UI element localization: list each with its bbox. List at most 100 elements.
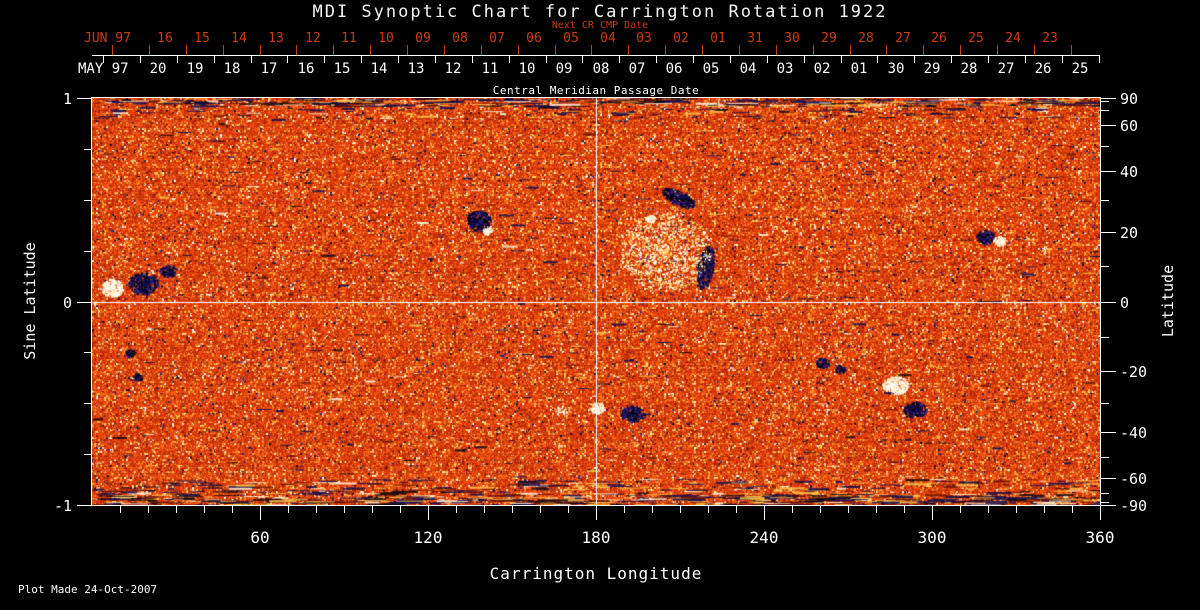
- cmp-tick: [214, 56, 215, 63]
- x-minor-tick: [512, 506, 513, 513]
- next-cr-tick: [518, 45, 519, 55]
- x-minor-tick: [820, 506, 821, 513]
- y-right-tick-label: -20: [1120, 363, 1148, 381]
- y-right-major-tick: [1101, 302, 1116, 303]
- y-right-major-tick: [1101, 432, 1116, 433]
- cmp-day-label: 06: [665, 61, 683, 77]
- y-left-minor-tick: [84, 454, 92, 455]
- y-left-tick-label: 0: [62, 294, 72, 312]
- cmp-tick: [582, 56, 583, 63]
- cmp-day-label: 28: [960, 61, 978, 77]
- y-right-major-tick: [1101, 371, 1116, 372]
- cmp-tick: [398, 56, 399, 63]
- cmp-day-label: 16: [297, 61, 315, 77]
- next-cr-day-label: 30: [784, 31, 800, 46]
- cmp-day-label: 17: [260, 61, 278, 77]
- top-axis-line: [92, 55, 1100, 56]
- y-left-major-tick: [77, 302, 92, 303]
- y-left-minor-tick: [84, 149, 92, 150]
- cmp-tick: [435, 56, 436, 63]
- cmp-day-label: 05: [702, 61, 720, 77]
- cmp-day-label: 07: [628, 61, 646, 77]
- cmp-day-label: 20: [149, 61, 167, 77]
- next-cr-day-label: 09: [415, 31, 431, 46]
- y-right-major-tick: [1101, 232, 1116, 233]
- cmp-tick: [730, 56, 731, 63]
- next-cr-tick: [1034, 45, 1035, 55]
- cmp-tick: [287, 56, 288, 63]
- x-axis-title: Carrington Longitude: [489, 564, 703, 583]
- next-cr-tick: [739, 45, 740, 55]
- y-right-minor-tick: [1101, 403, 1109, 404]
- next-cr-day-label: 16: [157, 31, 173, 46]
- cmp-tick: [1099, 56, 1100, 63]
- x-minor-tick: [904, 506, 905, 513]
- next-cr-tick: [960, 45, 961, 55]
- y-right-major-tick: [1101, 125, 1116, 126]
- month-label-may97: MAY 97: [78, 61, 129, 77]
- x-minor-tick: [988, 506, 989, 513]
- x-minor-tick: [540, 506, 541, 513]
- next-cr-day-label: 06: [526, 31, 542, 46]
- x-minor-tick: [120, 506, 121, 513]
- x-minor-tick: [652, 506, 653, 513]
- x-minor-tick: [288, 506, 289, 513]
- next-cr-day-label: 02: [673, 31, 689, 46]
- cmp-tick: [693, 56, 694, 63]
- y-right-minor-tick: [1101, 101, 1109, 102]
- x-minor-tick: [148, 506, 149, 513]
- x-tick-label: 300: [917, 528, 947, 547]
- cmp-day-label: 26: [1034, 61, 1052, 77]
- cmp-day-label: 01: [850, 61, 868, 77]
- x-minor-tick: [316, 506, 317, 513]
- next-cr-tick: [407, 45, 408, 55]
- x-minor-tick: [848, 506, 849, 513]
- next-cr-tick: [886, 45, 887, 55]
- next-cr-day-label: 15: [194, 31, 210, 46]
- next-cr-day-label: 12: [305, 31, 321, 46]
- next-cr-tick: [149, 45, 150, 55]
- y-right-tick-label: 20: [1120, 224, 1139, 242]
- cmp-tick: [177, 56, 178, 63]
- next-cr-tick: [850, 45, 851, 55]
- magnetogram-map-canvas: [92, 98, 1100, 505]
- y-left-tick-label: 1: [62, 90, 72, 108]
- next-cr-tick: [1071, 45, 1072, 55]
- next-cr-day-label: 14: [231, 31, 247, 46]
- cmp-tick: [951, 56, 952, 63]
- cmp-tick: [877, 56, 878, 63]
- y-right-tick-label: 0: [1120, 294, 1130, 312]
- x-major-tick: [1100, 506, 1101, 520]
- cmp-day-label: 11: [481, 61, 499, 77]
- x-major-tick: [428, 506, 429, 520]
- next-cr-day-label: 11: [341, 31, 357, 46]
- next-cr-tick: [813, 45, 814, 55]
- y-right-major-tick: [1101, 505, 1116, 506]
- x-tick-label: 180: [581, 528, 611, 547]
- y-right-major-tick: [1101, 171, 1116, 172]
- cmp-tick: [656, 56, 657, 63]
- y-right-minor-tick: [1101, 266, 1109, 267]
- next-cr-tick: [333, 45, 334, 55]
- next-cr-day-label: 29: [821, 31, 837, 46]
- y-right-minor-tick: [1101, 493, 1109, 494]
- y-right-tick-label: -40: [1120, 424, 1148, 442]
- cmp-day-label: 03: [776, 61, 794, 77]
- y-right-tick-label: 90: [1120, 90, 1139, 108]
- cmp-tick: [324, 56, 325, 63]
- x-major-tick: [260, 506, 261, 520]
- x-minor-tick: [232, 506, 233, 513]
- cmp-tick: [509, 56, 510, 63]
- cmp-day-label: 29: [923, 61, 941, 77]
- next-cr-day-label: 07: [489, 31, 505, 46]
- cmp-day-label: 18: [223, 61, 241, 77]
- next-cr-day-label: 05: [563, 31, 579, 46]
- x-tick-label: 120: [413, 528, 443, 547]
- x-minor-tick: [568, 506, 569, 513]
- next-cr-day-label: 24: [1005, 31, 1021, 46]
- cmp-day-label: 30: [887, 61, 905, 77]
- month-label-jun97: JUN 97: [84, 31, 131, 46]
- next-cr-day-label: 13: [268, 31, 284, 46]
